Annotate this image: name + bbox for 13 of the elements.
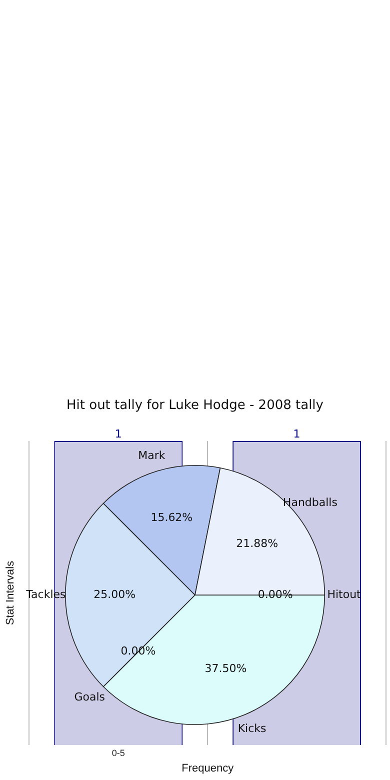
data-label: 25.00% [94,588,136,601]
y-axis-title: Stat Intervals [4,560,17,626]
data-label: 21.88% [236,536,278,550]
slice-label: Kicks [238,722,267,735]
chart-title: Hit out tally for Luke Hodge - 2008 tally [66,398,324,413]
x-tick-label: 0-5 [112,748,125,758]
x-axis-title: Frequency [182,762,234,774]
data-label: 15.62% [150,510,193,524]
slice-label: Mark [138,448,166,462]
data-label: 1 [114,427,122,440]
category-label: Goals [74,690,106,704]
data-label: 37.50% [204,662,247,676]
data-label: 1 [293,427,300,440]
